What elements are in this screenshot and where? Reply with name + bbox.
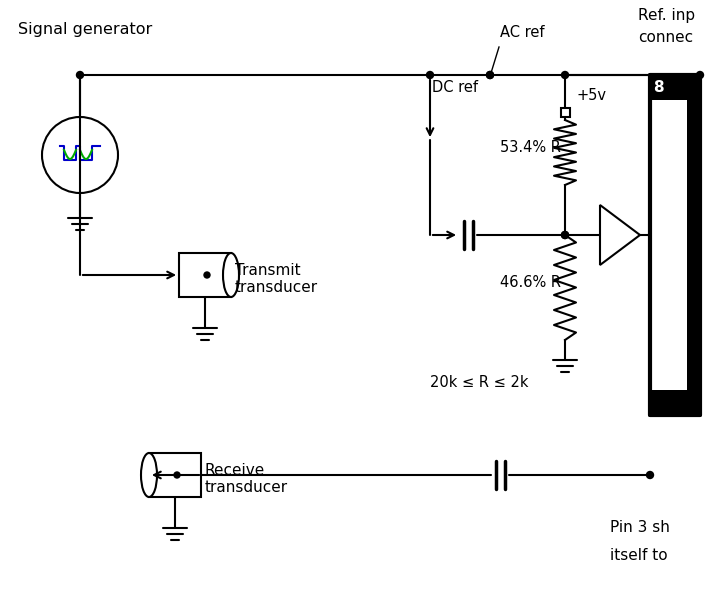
- Circle shape: [562, 232, 569, 238]
- Text: 53.4% R: 53.4% R: [500, 140, 561, 155]
- Circle shape: [174, 472, 180, 478]
- Ellipse shape: [223, 253, 239, 297]
- Circle shape: [696, 71, 703, 79]
- Text: itself to: itself to: [610, 548, 667, 563]
- Circle shape: [487, 71, 493, 79]
- Bar: [179, 253, 231, 297]
- Polygon shape: [600, 205, 640, 265]
- Text: Receive
transducer: Receive transducer: [205, 463, 288, 496]
- Text: AC ref: AC ref: [500, 25, 544, 40]
- Text: Transmit
transducer: Transmit transducer: [235, 263, 318, 295]
- Bar: [149, 453, 201, 497]
- Text: 20k ≤ R ≤ 2k: 20k ≤ R ≤ 2k: [430, 375, 528, 390]
- Circle shape: [647, 472, 654, 479]
- Text: Ref. inp: Ref. inp: [638, 8, 695, 23]
- Text: 8: 8: [653, 80, 664, 95]
- Bar: [560, 108, 570, 117]
- Circle shape: [204, 272, 210, 278]
- Circle shape: [487, 71, 493, 79]
- Circle shape: [562, 71, 569, 79]
- Circle shape: [426, 71, 433, 79]
- Bar: [651, 100, 687, 390]
- Ellipse shape: [141, 453, 157, 497]
- Text: +5v: +5v: [577, 88, 607, 103]
- Text: DC ref: DC ref: [432, 80, 478, 95]
- Text: connec: connec: [638, 30, 693, 45]
- Text: Signal generator: Signal generator: [18, 22, 152, 37]
- Circle shape: [562, 232, 569, 238]
- Text: 46.6% R: 46.6% R: [500, 275, 561, 290]
- Circle shape: [76, 71, 84, 79]
- Circle shape: [42, 117, 118, 193]
- Bar: [650, 75, 700, 415]
- Text: Pin 3 sh: Pin 3 sh: [610, 520, 670, 535]
